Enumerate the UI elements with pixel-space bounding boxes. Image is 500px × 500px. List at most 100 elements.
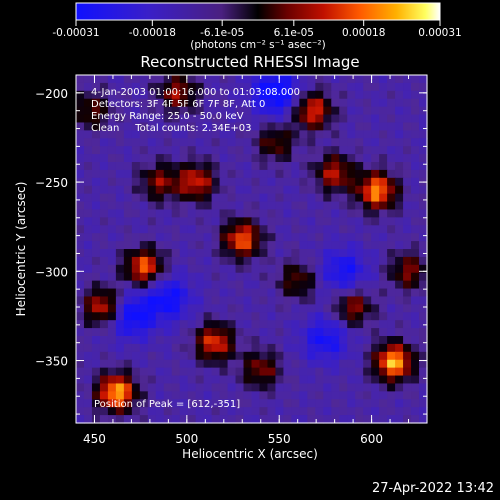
heatmap-cell bbox=[227, 328, 237, 337]
heatmap-cell bbox=[291, 328, 300, 337]
heatmap-cell bbox=[395, 328, 404, 337]
heatmap-cell bbox=[363, 336, 372, 345]
heatmap-cell bbox=[363, 130, 372, 139]
heatmap-cell bbox=[227, 359, 237, 369]
heatmap-cell bbox=[363, 185, 372, 195]
heatmap-cell bbox=[299, 217, 308, 226]
heatmap-cell bbox=[155, 209, 165, 218]
heatmap-cell bbox=[347, 359, 356, 369]
heatmap-cell bbox=[171, 193, 181, 203]
heatmap-cell bbox=[371, 375, 380, 385]
heatmap-cell bbox=[227, 82, 237, 92]
heatmap-cell bbox=[139, 280, 149, 290]
heatmap-cell bbox=[267, 383, 277, 392]
heatmap-cell bbox=[91, 407, 101, 416]
heatmap-cell bbox=[371, 399, 380, 408]
heatmap-cell bbox=[275, 304, 285, 313]
heatmap-cell bbox=[235, 359, 245, 369]
heatmap-cell bbox=[363, 193, 372, 203]
heatmap-cell bbox=[99, 241, 109, 250]
heatmap-cell bbox=[195, 114, 205, 124]
heatmap-cell bbox=[347, 351, 356, 361]
heatmap-cell bbox=[107, 312, 117, 321]
plot-frame bbox=[75, 74, 428, 424]
heatmap-cell bbox=[83, 106, 93, 116]
heatmap-cell bbox=[395, 375, 404, 385]
heatmap-cell bbox=[203, 209, 213, 218]
heatmap-cell bbox=[76, 407, 85, 416]
heatmap-cell bbox=[259, 399, 269, 408]
heatmap-cell bbox=[259, 146, 269, 155]
heatmap-cell bbox=[76, 146, 85, 155]
heatmap-cell bbox=[243, 249, 253, 258]
heatmap-cell bbox=[419, 138, 428, 147]
heatmap-cell bbox=[347, 82, 356, 92]
heatmap-cell bbox=[307, 75, 316, 84]
heatmap-cell bbox=[411, 280, 420, 290]
heatmap-cell bbox=[99, 375, 109, 385]
heatmap-cell bbox=[307, 391, 316, 400]
heatmap-cell bbox=[155, 415, 165, 424]
heatmap-cell bbox=[403, 383, 412, 392]
heatmap-cell bbox=[235, 225, 245, 234]
heatmap-cell bbox=[76, 193, 85, 203]
heatmap-cell bbox=[83, 154, 93, 163]
heatmap-cell bbox=[155, 351, 165, 361]
heatmap-cell bbox=[203, 217, 213, 226]
heatmap-cell bbox=[115, 256, 125, 266]
heatmap-cell bbox=[323, 328, 332, 337]
heatmap-cell bbox=[387, 367, 396, 377]
heatmap-cell bbox=[83, 241, 93, 250]
heatmap-cell bbox=[403, 312, 412, 321]
heatmap-cell bbox=[243, 407, 253, 416]
heatmap-cell bbox=[363, 114, 372, 124]
heatmap-cell bbox=[379, 146, 388, 155]
heatmap-cell bbox=[347, 193, 356, 203]
heatmap-cell bbox=[339, 225, 348, 234]
heatmap-cell bbox=[379, 177, 388, 187]
heatmap-cell bbox=[371, 288, 380, 298]
heatmap-cell bbox=[243, 343, 253, 353]
heatmap-cell bbox=[363, 249, 372, 258]
colorbar-tick-label: -6.1e-05 bbox=[200, 27, 244, 39]
heatmap-cell bbox=[363, 399, 372, 408]
heatmap-cell bbox=[131, 359, 141, 369]
heatmap-cell bbox=[403, 359, 412, 369]
heatmap-cell bbox=[379, 217, 388, 226]
heatmap-cell bbox=[131, 320, 141, 329]
heatmap-cell bbox=[387, 328, 396, 337]
heatmap-cell bbox=[251, 407, 261, 416]
heatmap-cell bbox=[331, 130, 340, 139]
heatmap-cell bbox=[163, 193, 173, 203]
heatmap-cell bbox=[395, 407, 404, 416]
heatmap-cell bbox=[91, 304, 101, 313]
heatmap-cell bbox=[219, 407, 229, 416]
heatmap-cell bbox=[299, 98, 308, 108]
heatmap-cell bbox=[123, 90, 133, 100]
heatmap-cell bbox=[259, 328, 269, 337]
heatmap-cell bbox=[363, 328, 372, 337]
heatmap-cell bbox=[163, 146, 173, 155]
heatmap-cell bbox=[355, 162, 364, 171]
heatmap-cell bbox=[179, 138, 189, 147]
heatmap-cell bbox=[219, 122, 229, 131]
heatmap-cell bbox=[323, 359, 332, 369]
heatmap-cell bbox=[211, 75, 221, 84]
heatmap-cell bbox=[371, 351, 380, 361]
heatmap-cell bbox=[275, 367, 285, 377]
heatmap-cell bbox=[371, 367, 380, 377]
heatmap-cell bbox=[291, 375, 300, 385]
heatmap-cell bbox=[123, 359, 133, 369]
heatmap-cell bbox=[123, 256, 133, 266]
heatmap-cell bbox=[323, 177, 332, 187]
heatmap-cell bbox=[235, 391, 245, 400]
heatmap-cell bbox=[99, 343, 109, 353]
heatmap-cell bbox=[219, 351, 229, 361]
heatmap-cell bbox=[387, 304, 396, 313]
heatmap-cell bbox=[243, 185, 253, 195]
heatmap-cell bbox=[171, 201, 181, 211]
heatmap-cell bbox=[139, 98, 149, 108]
heatmap-cell bbox=[147, 201, 157, 211]
heatmap-cell bbox=[347, 233, 356, 242]
heatmap-cell bbox=[379, 391, 388, 400]
